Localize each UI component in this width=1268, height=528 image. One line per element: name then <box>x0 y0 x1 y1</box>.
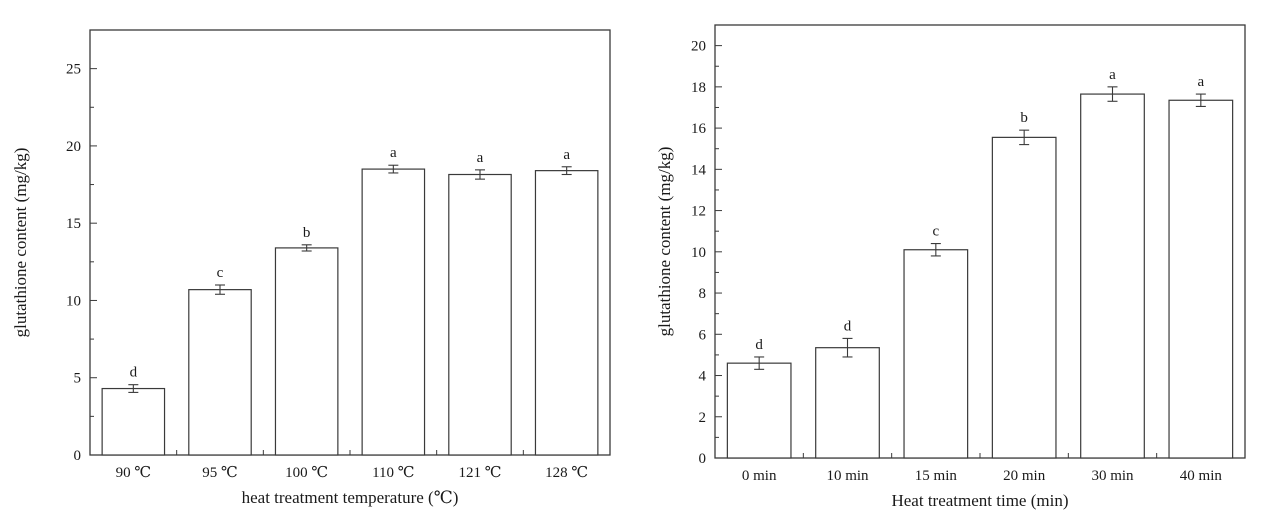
y-tick-label: 10 <box>66 293 81 309</box>
x-tick-label: 110 ℃ <box>372 465 414 481</box>
bar <box>903 249 969 459</box>
y-tick-label: 20 <box>66 139 81 155</box>
significance-letter: b <box>1020 110 1028 126</box>
bar <box>188 289 252 456</box>
plot-frame <box>714 24 1246 459</box>
y-tick-label: 15 <box>66 216 81 232</box>
y-tick-label: 25 <box>66 62 81 78</box>
x-tick-label: 15 min <box>915 468 958 484</box>
y-tick-label: 0 <box>74 448 82 464</box>
significance-letter: a <box>477 150 484 166</box>
x-tick-label: 100 ℃ <box>285 465 328 481</box>
y-tick-label: 18 <box>691 80 706 96</box>
y-tick-label: 0 <box>699 451 707 467</box>
bar <box>815 347 880 459</box>
significance-letter: d <box>844 318 852 334</box>
x-tick-label: 0 min <box>742 468 777 484</box>
significance-letter: a <box>1109 67 1116 83</box>
temperature-chart-svg: 0 5 10 15 20 25 d 90 ℃ c 95 ℃ b 100 ℃ a 110 ℃ a 121 ℃ a 1… <box>11 29 611 507</box>
y-axis-title: glutathione content (mg/kg) <box>11 148 30 338</box>
y-axis: 0 2 4 6 8 10 12 14 16 18 20 <box>691 39 722 467</box>
bar <box>361 168 426 456</box>
x-tick-label: 95 ℃ <box>202 465 238 481</box>
y-tick-label: 6 <box>699 327 707 343</box>
bars: d 90 ℃ c 95 ℃ b 100 ℃ a 110 ℃ a 121 ℃ a 128 ℃ <box>101 145 599 481</box>
y-tick-label: 12 <box>691 204 706 220</box>
significance-letter: b <box>303 225 311 241</box>
y-tick-label: 4 <box>699 369 707 385</box>
y-axis: 0 5 10 15 20 25 <box>66 62 97 464</box>
bar <box>1080 93 1145 459</box>
x-tick-label: 128 ℃ <box>545 465 588 481</box>
bar <box>534 170 599 456</box>
y-tick-label: 8 <box>699 286 707 302</box>
y-tick-label: 14 <box>691 162 707 178</box>
x-tick-label: 90 ℃ <box>116 465 152 481</box>
bar <box>274 247 339 456</box>
significance-letter: a <box>1197 74 1204 90</box>
x-axis-title: heat treatment temperature (℃) <box>242 488 459 507</box>
y-tick-label: 5 <box>74 371 82 387</box>
y-tick-label: 20 <box>691 39 706 55</box>
x-tick-label: 40 min <box>1180 468 1223 484</box>
time-chart-svg: 0 2 4 6 8 10 12 14 16 18 20 d 0 min d 10 min c 15 min b 20… <box>655 24 1246 510</box>
bar <box>448 173 512 456</box>
significance-letter: a <box>563 147 570 163</box>
y-axis-title: glutathione content (mg/kg) <box>655 147 674 337</box>
bars: d 0 min d 10 min c 15 min b 20 min a 30 min a 40 mi… <box>726 67 1234 484</box>
temperature-chart: 0 5 10 15 20 25 d 90 ℃ c 95 ℃ b 100 ℃ a 110 ℃ a 121 ℃ a 1… <box>11 29 611 507</box>
plot-frame <box>89 29 611 456</box>
significance-letter: a <box>390 145 397 161</box>
x-tick-label: 10 min <box>826 468 869 484</box>
x-axis-title: Heat treatment time (min) <box>891 491 1068 510</box>
significance-letter: d <box>130 365 138 381</box>
bar <box>726 362 792 459</box>
bar <box>991 136 1057 459</box>
bar <box>1168 99 1234 459</box>
significance-letter: c <box>932 224 939 240</box>
x-tick-label: 20 min <box>1003 468 1046 484</box>
y-tick-label: 10 <box>691 245 706 261</box>
x-tick-label: 30 min <box>1091 468 1134 484</box>
significance-letter: d <box>755 337 763 353</box>
bar <box>101 387 166 456</box>
significance-letter: c <box>217 265 224 281</box>
y-tick-label: 16 <box>691 121 707 137</box>
time-chart: 0 2 4 6 8 10 12 14 16 18 20 d 0 min d 10 min c 15 min b 20… <box>650 0 1268 528</box>
y-tick-label: 2 <box>699 410 707 426</box>
x-tick-label: 121 ℃ <box>458 465 501 481</box>
